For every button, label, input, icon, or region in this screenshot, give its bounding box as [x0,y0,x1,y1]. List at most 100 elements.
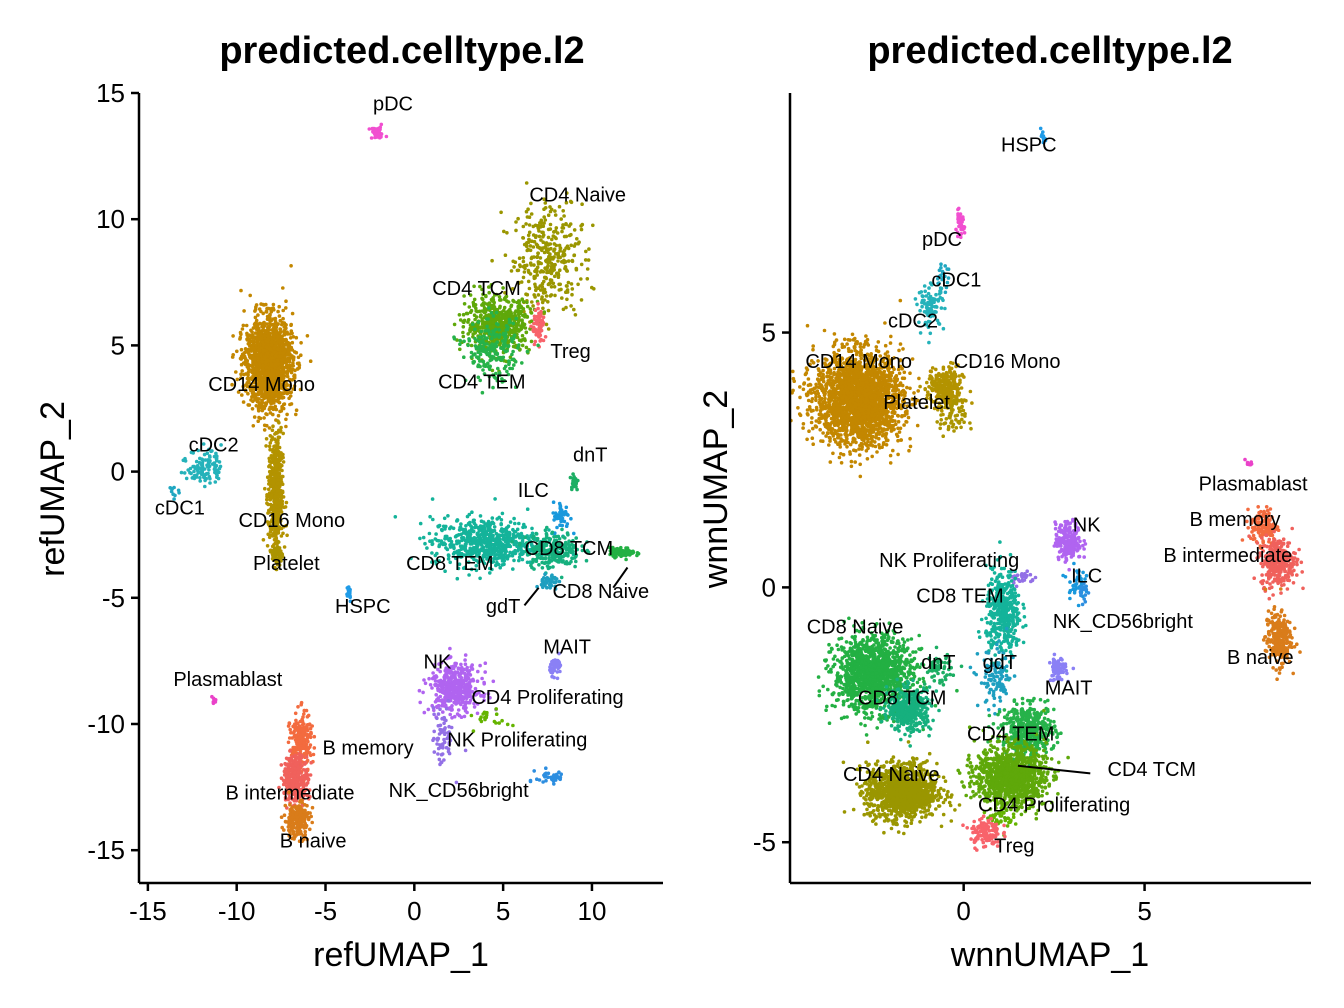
data-point [511,259,515,264]
data-point [528,244,533,248]
data-point [263,355,267,359]
data-point [200,462,204,466]
data-point [493,376,498,380]
data-point [498,341,503,346]
data-point [556,259,560,263]
data-point [524,292,528,297]
data-point [422,710,427,715]
data-point [467,536,472,540]
data-point [537,332,541,337]
data-point [494,546,498,551]
data-point [569,282,574,286]
data-point [517,558,521,563]
data-point [635,553,639,558]
data-point [572,307,576,312]
data-point [208,459,212,463]
data-point [502,554,506,559]
data-point [557,663,561,667]
data-point [468,529,473,533]
data-point [271,306,276,310]
data-point [458,318,463,322]
data-point [457,674,462,679]
data-point [251,336,256,340]
data-point [550,237,554,242]
data-point [517,543,522,547]
data-point [267,366,271,371]
data-point [242,309,246,313]
data-point [511,349,515,354]
data-point [308,359,313,364]
data-point [516,309,520,314]
data-point [265,351,270,356]
data-point [281,474,285,479]
data-point [579,227,584,232]
data-point [506,300,511,304]
data-point [481,548,485,552]
cluster-cd14-mono-points [230,264,313,432]
data-point [277,304,282,309]
data-point [471,300,476,305]
data-point [285,332,290,336]
data-point [560,527,564,532]
data-point [566,280,571,285]
data-point [250,357,255,362]
data-point [523,338,527,343]
data-point [571,472,575,476]
data-point [536,343,540,348]
data-point [492,356,496,360]
data-point [457,313,462,317]
data-point [290,311,295,316]
data-point [497,328,501,332]
data-point [378,127,382,132]
data-point [478,352,483,357]
data-point [492,525,497,529]
data-point [521,264,526,269]
data-point [535,254,540,259]
data-point [278,428,283,433]
data-point [463,658,467,662]
data-point [281,316,285,321]
data-point [543,572,547,576]
data-point [483,670,488,674]
data-point [469,343,474,348]
data-point [558,507,563,512]
data-point [533,308,538,313]
data-point [274,453,279,457]
data-point [504,328,509,332]
data-point [534,531,538,536]
data-point [461,334,466,339]
data-point [256,359,261,364]
data-point [549,271,554,276]
data-point [268,359,273,363]
data-point [544,531,549,536]
data-point [294,335,299,340]
data-point [490,342,494,347]
data-point [502,305,507,310]
data-point [503,336,507,340]
data-point [467,522,472,527]
data-point [467,305,472,309]
data-point [276,449,281,454]
data-point [427,676,431,681]
data-point [574,559,578,564]
data-point [423,681,428,686]
data-point [427,531,432,536]
data-point [271,447,275,452]
data-point [270,328,275,332]
data-point [217,470,221,475]
data-point [517,256,522,261]
data-point [262,364,266,368]
data-point [345,586,350,590]
data-point [480,287,484,292]
data-point [463,702,468,707]
data-point [281,431,286,436]
data-point [525,248,529,253]
data-point [548,205,552,209]
data-point [441,710,445,714]
data-point [544,560,548,565]
data-point [443,527,447,531]
data-point [515,335,520,340]
data-point [520,333,525,338]
data-point [545,525,549,530]
data-point [565,268,569,273]
